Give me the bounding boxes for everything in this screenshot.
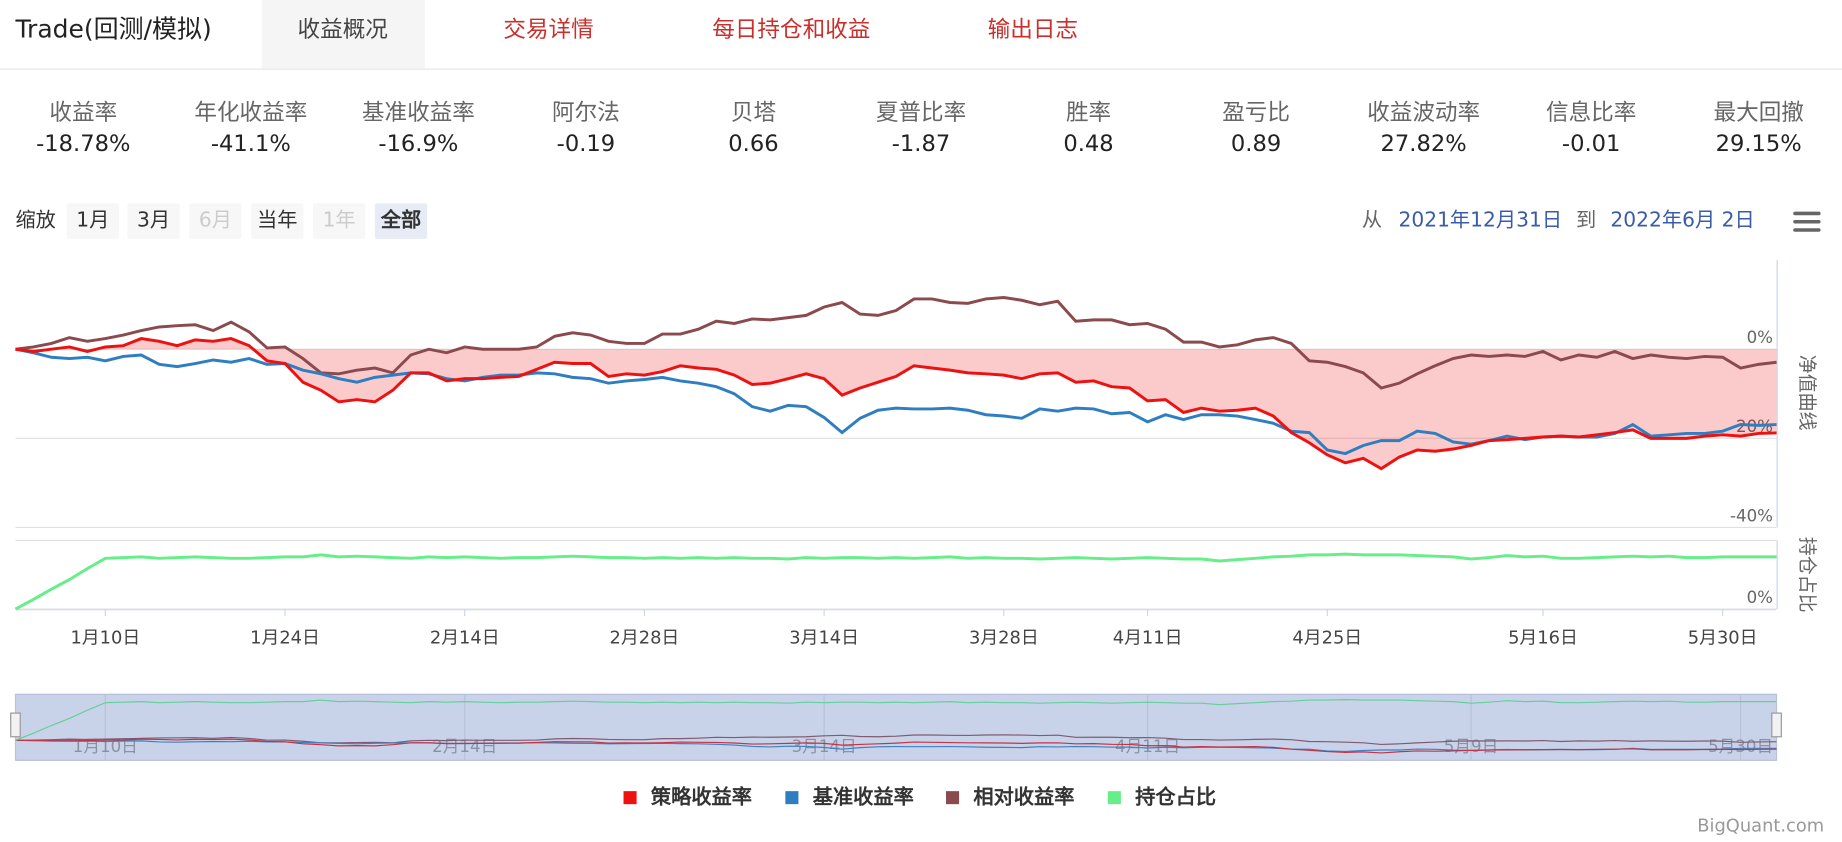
navigator-handle[interactable] — [10, 712, 21, 738]
date-range-from-label: 从 — [1362, 208, 1382, 232]
tab[interactable]: 每日持仓和收益 — [712, 17, 870, 43]
menu-icon[interactable] — [1793, 211, 1821, 232]
active-tab-bg — [261, 0, 425, 69]
zoom-button[interactable] — [66, 203, 119, 239]
navigator-line — [15, 734, 1777, 746]
tab[interactable]: 交易详情 — [503, 17, 593, 43]
strategy-area — [15, 338, 1777, 469]
metric-label: 年化收益率 — [194, 100, 307, 126]
y2-tick-label: 0% — [1747, 588, 1773, 607]
legend-swatch[interactable] — [1107, 791, 1121, 805]
metric-label: 收益率 — [49, 100, 117, 126]
watermark: BigQuant.com — [1697, 816, 1824, 837]
metric-label: 基准收益率 — [362, 100, 475, 126]
x-tick-label: 3月28日 — [969, 628, 1039, 649]
metric-value: -41.1% — [211, 131, 291, 157]
legend-label[interactable]: 基准收益率 — [813, 785, 914, 809]
navigator-label: 3月14日 — [792, 737, 857, 756]
zoom-button-label[interactable]: 全部 — [380, 208, 421, 232]
series-line — [15, 337, 1777, 471]
zoom-button-label: 1年 — [323, 208, 356, 232]
x-tick-label: 5月16日 — [1508, 628, 1578, 649]
x-tick-label: 1月24日 — [250, 628, 320, 649]
zoom-button-label[interactable]: 1月 — [76, 208, 109, 232]
y-tick-label: -20% — [1730, 417, 1773, 436]
zoom-button — [189, 203, 242, 239]
zoom-button[interactable] — [251, 203, 304, 239]
date-range-to-label: 到 — [1576, 208, 1596, 232]
series-line — [14, 552, 1777, 611]
metric-label: 胜率 — [1066, 100, 1111, 126]
metric-label: 收益波动率 — [1367, 100, 1480, 126]
navigator-label: 2月14日 — [432, 737, 497, 756]
legend-label[interactable]: 相对收益率 — [973, 785, 1074, 809]
metric-value: -18.78% — [36, 131, 130, 157]
metric-value: -0.19 — [557, 131, 615, 157]
y-axis-label: 净值曲线 — [1796, 355, 1818, 431]
legend-label[interactable]: 持仓占比 — [1135, 785, 1216, 809]
x-tick-label: 2月14日 — [430, 628, 500, 649]
y2-axis-label: 持仓占比 — [1796, 537, 1818, 613]
series-line — [15, 296, 1777, 390]
zoom-button[interactable] — [374, 203, 428, 239]
metric-value: -0.01 — [1562, 131, 1620, 157]
metric-label: 贝塔 — [731, 100, 776, 126]
metric-value: 27.82% — [1381, 131, 1467, 157]
tab[interactable]: 收益概况 — [298, 17, 388, 43]
navigator-handle[interactable] — [1771, 712, 1782, 738]
metric-label: 阿尔法 — [552, 100, 620, 126]
zoom-button[interactable] — [127, 203, 180, 239]
x-tick-label: 3月14日 — [789, 628, 859, 649]
metric-value: 0.89 — [1231, 131, 1281, 157]
zoom-button — [312, 203, 366, 239]
navigator-line — [15, 738, 1777, 754]
metric-value: 0.48 — [1063, 131, 1113, 157]
legend-swatch[interactable] — [945, 791, 960, 805]
zoom-label: 缩放 — [15, 208, 55, 232]
legend-label[interactable]: 策略收益率 — [651, 785, 752, 809]
metric-value: -1.87 — [892, 131, 950, 157]
x-tick-label: 5月30日 — [1688, 628, 1758, 649]
date-range-to[interactable]: 2022年6月 2日 — [1610, 208, 1754, 232]
x-tick-label: 4月11日 — [1113, 628, 1183, 649]
y-tick-label: 0% — [1747, 328, 1773, 347]
zoom-button-label[interactable]: 当年 — [257, 208, 297, 232]
x-tick-label: 2月28日 — [610, 628, 680, 649]
tab[interactable]: 输出日志 — [988, 17, 1078, 43]
zoom-button-label: 6月 — [199, 208, 232, 232]
navigator-label: 4月11日 — [1115, 737, 1180, 756]
date-range-from[interactable]: 2021年12月31日 — [1398, 208, 1562, 232]
tab[interactable]: Trade(回测/模拟) — [14, 15, 211, 44]
x-tick-label: 1月10日 — [70, 628, 140, 649]
legend-swatch[interactable] — [785, 791, 799, 805]
metric-value: -16.9% — [378, 131, 458, 157]
metric-label: 夏普比率 — [876, 100, 966, 126]
x-tick-label: 4月25日 — [1292, 628, 1362, 649]
navigator-line — [15, 699, 1777, 741]
navigator-mask — [15, 694, 1777, 761]
metric-label: 最大回撤 — [1714, 100, 1804, 126]
metric-label: 信息比率 — [1546, 100, 1636, 126]
metric-label: 盈亏比 — [1222, 100, 1290, 126]
legend-swatch[interactable] — [623, 791, 637, 805]
metric-value: 0.66 — [728, 131, 778, 157]
zoom-button-label[interactable]: 3月 — [137, 208, 170, 232]
metric-value: 29.15% — [1716, 131, 1802, 157]
y-tick-label: -40% — [1730, 506, 1773, 525]
